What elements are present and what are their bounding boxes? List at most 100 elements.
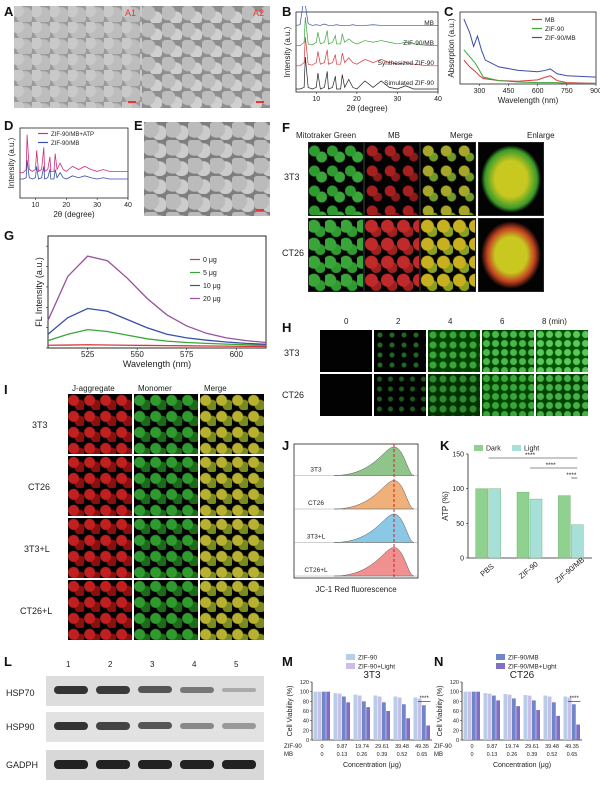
x-zif-label-0: 0 [320,744,323,750]
bar-series2-2 [362,701,366,740]
series-label-0: MB [424,20,434,27]
chart-b-xrd: 10 20 30 40 2θ (degree) Intensity (a.u.) MB ZIF… [283,6,442,113]
significance-label-1: **** [546,462,557,469]
bar-series0-3 [373,695,378,740]
bar-series2-5 [422,705,426,740]
x-tick-label-0: 10 [312,96,320,103]
i-cell-monomer-3 [134,580,198,640]
chart-j-jc1: 3T3 CT26 3T3+L CT26+L JC-1 Red fluorescence [293,443,419,594]
bar-dark-1 [516,491,530,559]
panel-label-n: N [434,654,444,669]
i-row-ct26l: CT26+L [20,606,53,616]
bar-series1-1 [337,693,342,740]
i-cell-monomer-0 [134,394,198,454]
chart-title: CT26 [510,670,535,681]
x-mb-label-5: 0.65 [567,752,578,758]
y-tick-label-4: 80 [453,699,459,705]
panel-label-j: J [282,438,290,453]
panel-label-k: K [440,438,450,453]
x-mb-label-3: 0.39 [527,752,538,758]
y-tick-label-2: 40 [453,719,459,725]
h-3t3-t8 [536,330,588,372]
sem-image-a2: A2 [142,6,270,108]
bar-series1-3 [527,695,532,740]
bar-series2-0 [472,691,476,740]
panel-label-i: I [4,382,8,397]
bar-light-1 [529,498,543,559]
chart-k-atp: 0 50 100 150 ATP (%) PBS ZIF-90 ZIF-90/MB Dark Li… [441,445,592,585]
f-3t3-mb [364,142,420,216]
scale-bar [128,101,136,103]
x-mb-label-1: 0.13 [487,752,498,758]
h-time-8: 8 (min) [542,317,567,326]
i-row-3t3l: 3T3+L [24,544,50,554]
sem-label-a1: A1 [124,8,136,18]
y-tick-label-3: 60 [453,709,459,715]
legend-label-1: Light [524,446,539,453]
h-row-3t3: 3T3 [284,348,300,358]
x-mb-label-5: 0.65 [417,752,428,758]
x-tick-label-1: 450 [503,88,515,95]
panel-label-c: C [444,4,454,19]
y-axis-label: Cell Viability (%) [437,686,444,737]
series-line-0 [295,6,438,26]
y-axis-label: FL Intensity (a.u.) [34,257,44,327]
histogram-0 [333,446,415,476]
x-zif-label-2: 19.74 [505,744,519,750]
legend-label-0: ZIF-90 [358,655,378,662]
x-axis-label: 2θ (degree) [346,104,388,113]
bar-light-2 [571,524,584,559]
l-lane-4: 4 [192,660,197,669]
legend-label-1: ZIF-90 [545,26,565,33]
plot-frame [293,443,419,579]
x-axis-label: JC-1 Red fluorescence [315,585,397,594]
legend-swatch-1 [346,663,355,669]
series-label-3: Simulated ZIF-90 [384,80,434,87]
chart-c-absorption: 300 450 600 750 900 Wavelength (nm) Absorption… [447,11,600,105]
x-tick-label-3: 750 [561,88,573,95]
bar-series0-3 [523,695,528,740]
f-ct26-merge [420,218,476,292]
panel-label-g: G [4,228,15,243]
x-zif-label-4: 39.48 [545,744,559,750]
blot-hsp70 [46,676,264,706]
legend-swatch-3 [496,663,505,669]
panel-label-m: M [282,654,293,669]
i-cell-jagg-0 [68,394,132,454]
bar-series0-4 [393,696,398,740]
bar-series3-0 [326,691,330,740]
f-3t3-green [308,142,364,216]
legend-label-2: ZIF-90/MB [508,655,539,662]
bar-series2-3 [532,700,536,740]
legend-label-3: 20 μg [203,296,221,303]
blot-gadph [46,750,264,780]
legend-label-0: Dark [486,446,501,453]
series-line-0 [463,59,597,84]
bar-series3-2 [366,707,370,740]
panel-label-d: D [4,118,14,133]
bar-series2-4 [402,704,406,740]
histogram-2 [333,513,415,543]
bar-series0-2 [353,694,358,740]
series-line-3 [47,255,267,344]
series-line-2 [47,307,267,345]
x-tick-label-3: 600 [230,350,244,359]
sem-image-e [144,122,270,216]
series-line-3 [296,56,438,90]
x-tick-label-1: 550 [131,350,145,359]
panel-label-e: E [134,118,143,133]
bar-series3-0 [476,691,480,740]
panel-label-h: H [282,320,292,335]
series-line-1 [47,328,267,346]
significance-label-2: **** [566,472,577,479]
series-line-1 [463,49,596,84]
legend-label-2: ZIF-90/MB [545,35,576,42]
series-label-2: Synthesized ZIF-90 [378,60,435,67]
h-3t3-t4 [428,330,480,372]
chart-title: 3T3 [363,670,381,681]
bar-series0-0 [313,691,318,740]
scale-bar [256,101,264,103]
row-label-mb: MB [284,752,293,758]
bar-series1-3 [377,696,382,740]
sem-image-a1: A1 [14,6,142,108]
